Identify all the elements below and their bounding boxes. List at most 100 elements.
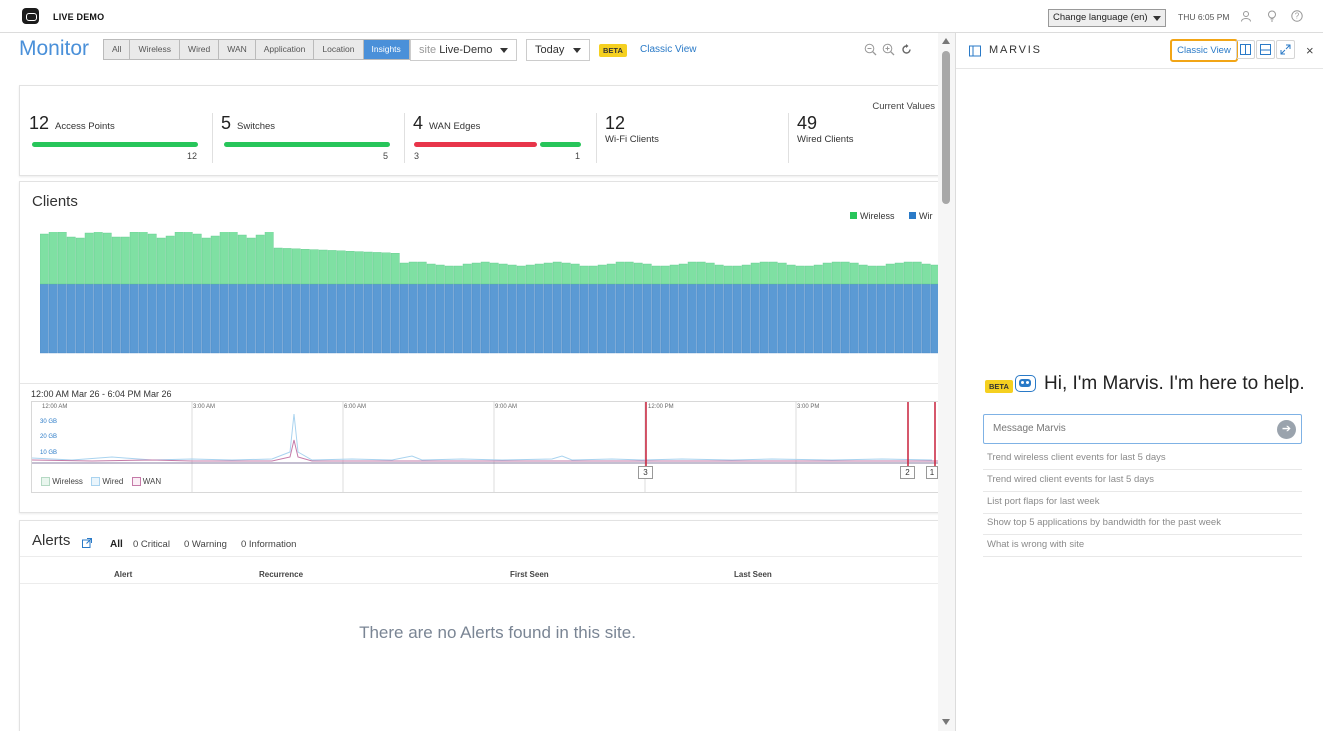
clients-bar-wired[interactable] [309,283,319,354]
clients-bar-wireless[interactable] [462,263,472,285]
clients-bar-wired[interactable] [669,283,679,354]
clients-bar-wireless[interactable] [507,264,517,285]
clients-bar-wireless[interactable] [327,250,337,285]
clients-bar-wireless[interactable] [885,263,895,285]
clients-bar-wireless[interactable] [642,263,652,285]
clients-bar-wired[interactable] [129,283,139,354]
clients-bar-wired[interactable] [471,283,481,354]
clients-bar-wireless[interactable] [912,261,922,285]
clients-bar-wireless[interactable] [633,262,643,285]
clients-bar-wired[interactable] [453,283,463,354]
clients-bar-wireless[interactable] [120,236,130,285]
sidebar-toggle-icon[interactable] [969,44,981,57]
filter-critical[interactable]: 0 Critical [133,539,170,550]
clients-bar-wired[interactable] [48,283,58,354]
clients-bar-wireless[interactable] [696,261,706,285]
tab-location[interactable]: Location [314,40,364,59]
clients-bar-wireless[interactable] [588,265,598,285]
clients-bar-wireless[interactable] [75,237,85,285]
clients-bar-wireless[interactable] [210,235,220,285]
clients-bar-wireless[interactable] [480,261,490,285]
clients-bar-wireless[interactable] [561,262,571,285]
clients-bar-wireless[interactable] [291,248,301,285]
close-icon[interactable]: × [1306,43,1314,58]
clients-bar-wired[interactable] [606,283,616,354]
clients-bar-wired[interactable] [930,283,938,354]
clients-bar-wireless[interactable] [651,265,661,285]
clients-bar-wired[interactable] [426,283,436,354]
clients-bar-wired[interactable] [903,283,913,354]
clients-bar-wireless[interactable] [93,232,103,285]
clients-bar-wireless[interactable] [660,265,670,285]
clients-bar-wired[interactable] [120,283,130,354]
suggestion-item[interactable]: Trend wireless client events for last 5 … [983,448,1302,470]
clients-bar-wired[interactable] [561,283,571,354]
clients-bar-wired[interactable] [381,283,391,354]
clients-bar-wireless[interactable] [300,249,310,285]
clients-bar-wired[interactable] [633,283,643,354]
column-recurrence[interactable]: Recurrence [259,570,304,579]
event-marker[interactable]: 2 [900,466,915,479]
clients-bar-wired[interactable] [435,283,445,354]
clients-bar-wireless[interactable] [147,233,157,285]
clients-bar-wired[interactable] [57,283,67,354]
language-select[interactable]: Change language (en) [1048,9,1166,27]
clients-bar-wired[interactable] [849,283,859,354]
column-alert[interactable]: Alert [114,570,133,579]
clients-bar-wired[interactable] [552,283,562,354]
clients-bar-wired[interactable] [75,283,85,354]
clients-bar-wireless[interactable] [129,232,139,285]
stat-wan-edges[interactable]: 4 WAN Edges [413,113,480,134]
clients-bar-wireless[interactable] [579,265,589,285]
clients-bar-wireless[interactable] [741,264,751,285]
clients-bar-wired[interactable] [831,283,841,354]
zoom-out-icon[interactable] [864,43,877,56]
clients-bar-wired[interactable] [759,283,769,354]
clients-bar-wireless[interactable] [282,248,292,285]
clients-bar-wired[interactable] [156,283,166,354]
clients-bar-wireless[interactable] [597,264,607,285]
filter-warning[interactable]: 0 Warning [184,539,227,550]
clients-bar-wired[interactable] [102,283,112,354]
clients-bar-wired[interactable] [732,283,742,354]
clients-bar-wireless[interactable] [426,263,436,285]
clients-bar-wireless[interactable] [345,251,355,285]
clients-bar-wired[interactable] [318,283,328,354]
external-link-icon[interactable] [82,535,92,548]
clients-bar-wired[interactable] [678,283,688,354]
filter-information[interactable]: 0 Information [241,539,297,550]
clients-bar-wired[interactable] [804,283,814,354]
clients-bar-wired[interactable] [570,283,580,354]
column-last-seen[interactable]: Last Seen [734,570,772,579]
clients-bar-wired[interactable] [543,283,553,354]
clients-bar-wireless[interactable] [867,265,877,285]
clients-bar-wired[interactable] [40,283,49,354]
clients-bar-wired[interactable] [408,283,418,354]
clients-bar-wired[interactable] [255,283,265,354]
clients-bar-wired[interactable] [228,283,238,354]
reset-zoom-icon[interactable] [900,43,913,56]
clients-bar-wireless[interactable] [318,249,328,285]
site-select[interactable]: site Live-Demo [410,39,517,61]
clients-bar-wireless[interactable] [615,261,625,285]
clients-bar-wireless[interactable] [930,264,938,285]
clients-bar-wireless[interactable] [921,263,931,285]
clients-bar-wireless[interactable] [525,264,535,285]
clients-bar-wired[interactable] [192,283,202,354]
clients-bar-wired[interactable] [588,283,598,354]
split-vertical-icon[interactable] [1236,40,1255,59]
clients-bar-wired[interactable] [84,283,94,354]
clients-bar-wired[interactable] [300,283,310,354]
clients-bar-wired[interactable] [579,283,589,354]
classic-view-button[interactable]: Classic View [1170,39,1238,62]
clients-bar-wireless[interactable] [435,264,445,285]
clients-bar-wireless[interactable] [813,264,823,285]
clients-bar-wireless[interactable] [57,232,67,285]
column-first-seen[interactable]: First Seen [510,570,549,579]
clients-bar-wireless[interactable] [192,233,202,285]
clients-bar-wired[interactable] [597,283,607,354]
clients-bar-wired[interactable] [399,283,409,354]
clients-bar-wireless[interactable] [678,263,688,285]
clients-bar-wired[interactable] [615,283,625,354]
tab-wan[interactable]: WAN [219,40,256,59]
